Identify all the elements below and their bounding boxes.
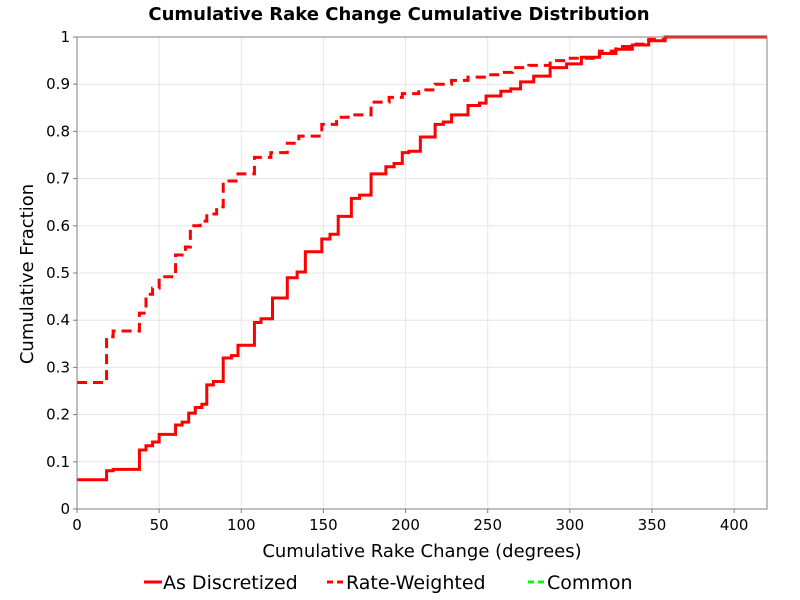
y-tick-label: 0.1 — [46, 453, 70, 471]
chart-title: Cumulative Rake Change Cumulative Distri… — [148, 4, 649, 25]
series-lines — [77, 35, 767, 482]
y-tick-label: 0.5 — [46, 264, 70, 282]
x-tick-label: 200 — [391, 516, 420, 534]
y-tick-label: 0.9 — [46, 75, 70, 93]
y-tick-label: 0.2 — [46, 406, 70, 424]
x-tick-label: 100 — [227, 516, 256, 534]
y-tick-label: 1 — [60, 28, 70, 46]
grid-lines — [76, 36, 767, 510]
x-tick-label: 50 — [150, 516, 169, 534]
y-tick-label: 0.6 — [46, 217, 70, 235]
legend-label: Common — [547, 572, 633, 594]
x-tick-label: 400 — [720, 516, 749, 534]
legend: As Discretized Rate-Weighted Common — [144, 572, 633, 594]
y-tick-label: 0.7 — [46, 170, 70, 188]
y-tick-label: 0 — [60, 500, 70, 518]
legend-label: As Discretized — [163, 572, 298, 594]
axis-ticks: 0 50 100 150 200 250 300 350 400 0 0.1 0.2 0.3 0.4 0.5… — [46, 28, 748, 534]
legend-label: Rate-Weighted — [346, 572, 486, 594]
x-tick-label: 150 — [309, 516, 338, 534]
y-axis-label: Cumulative Fraction — [17, 184, 38, 364]
y-tick-label: 0.8 — [46, 122, 70, 140]
x-tick-label: 300 — [556, 516, 585, 534]
y-tick-label: 0.3 — [46, 358, 70, 376]
series-line-as-discretized — [77, 35, 767, 482]
x-tick-label: 250 — [473, 516, 502, 534]
x-tick-label: 350 — [638, 516, 667, 534]
x-axis-label: Cumulative Rake Change (degrees) — [262, 541, 581, 562]
series-line-rate-weighted — [77, 35, 767, 384]
x-tick-label: 0 — [72, 516, 82, 534]
y-tick-label: 0.4 — [46, 311, 70, 329]
